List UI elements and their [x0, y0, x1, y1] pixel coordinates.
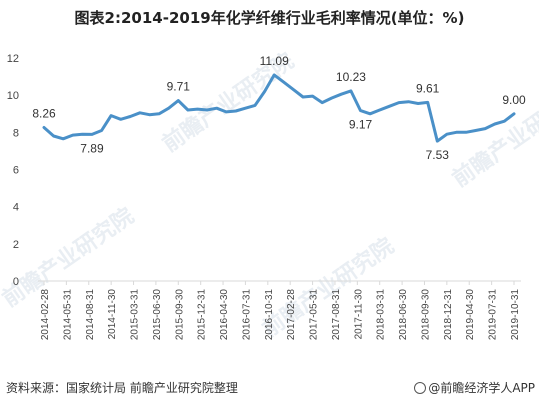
data-labels: 8.26 7.89 9.71 11.09 10.23 9.17 9.61 7.53 9.00 — [32, 54, 526, 162]
x-tick-label: 2019-07-31 — [488, 289, 499, 341]
x-tick-label: 2014-08-31 — [85, 289, 96, 341]
x-tick-label: 2014-05-31 — [62, 289, 73, 341]
data-label: 9.00 — [502, 93, 526, 107]
x-axis: 2014-02-28 2014-05-31 2014-08-31 2014-11-30… — [40, 281, 521, 340]
data-label: 8.26 — [32, 107, 56, 121]
y-tick-label: 6 — [13, 165, 19, 177]
x-tick-label: 2015-09-30 — [174, 289, 185, 341]
x-tick-label: 2014-02-28 — [40, 289, 51, 341]
credit: @前瞻经济学人APP — [414, 379, 535, 396]
y-tick-label: 10 — [7, 90, 19, 102]
x-tick-label: 2018-09-30 — [420, 289, 431, 341]
x-tick-label: 2018-12-31 — [443, 289, 454, 341]
y-tick-label: 4 — [13, 202, 19, 214]
y-tick-label: 0 — [13, 276, 19, 288]
x-tick-label: 2015-12-31 — [197, 289, 208, 341]
source-note: 资料来源：国家统计局 前瞻产业研究院整理 — [6, 381, 238, 395]
x-tick-label: 2016-10-31 — [264, 289, 275, 341]
x-tick-label: 2015-06-30 — [152, 289, 163, 341]
y-axis: 0 2 4 6 8 10 12 — [7, 53, 19, 288]
data-label: 9.17 — [349, 118, 373, 132]
data-label: 10.23 — [336, 70, 366, 84]
data-label: 9.61 — [416, 81, 440, 95]
x-tick-label: 2015-03-31 — [130, 289, 141, 341]
chart-title: 图表2:2014-2019年化学纤维行业毛利率情况(单位：%) — [74, 9, 465, 27]
x-tick-label: 2017-08-31 — [331, 289, 342, 341]
x-tick-label: 2019-04-30 — [465, 289, 476, 341]
credit-text: @前瞻经济学人APP — [428, 381, 535, 395]
data-label: 7.53 — [426, 148, 450, 162]
x-tick-label: 2018-06-30 — [398, 289, 409, 341]
y-tick-label: 12 — [7, 53, 19, 65]
y-tick-label: 8 — [13, 127, 19, 139]
x-tick-label: 2014-11-30 — [107, 289, 118, 340]
x-tick-label: 2016-04-30 — [219, 289, 230, 341]
y-tick-label: 2 — [13, 239, 19, 251]
x-tick-label: 2018-03-31 — [376, 289, 387, 341]
x-tick-label: 2017-02-28 — [286, 289, 297, 341]
x-tick-label: 2017-11-30 — [353, 289, 364, 340]
data-label: 9.71 — [167, 80, 191, 94]
data-label: 11.09 — [260, 54, 289, 68]
x-tick-label: 2019-10-31 — [510, 289, 521, 341]
data-label: 7.89 — [80, 141, 104, 155]
series-line — [42, 73, 516, 143]
x-tick-label: 2016-07-31 — [241, 289, 252, 341]
x-tick-label: 2017-05-31 — [309, 289, 320, 341]
brand-logo-icon — [414, 382, 427, 394]
